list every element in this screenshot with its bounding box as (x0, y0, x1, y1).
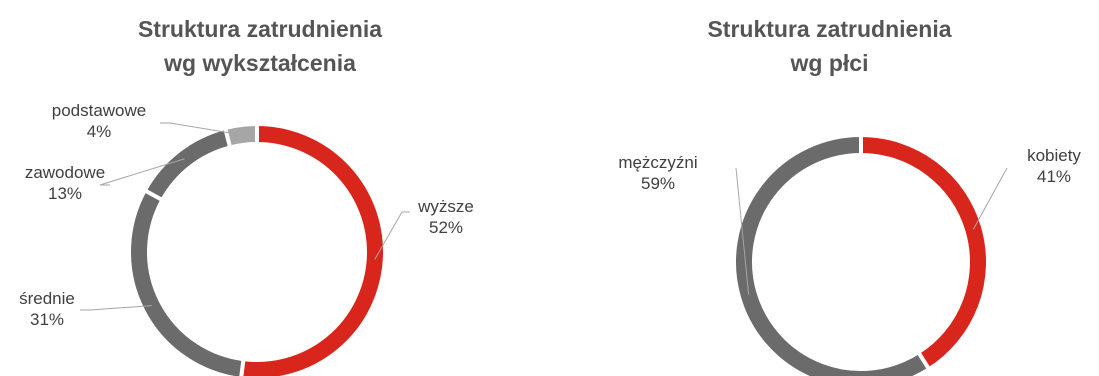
chart-title: Struktura zatrudnienia wg wykształcenia (0, 12, 520, 80)
slice-label-zawodowe: zawodowe (25, 163, 105, 182)
chart-title-line-1: Struktura zatrudnienia (707, 16, 952, 42)
education-donut-svg: wyższe 52% średnie 31% zawodowe 13% podstawowe… (19, 101, 474, 376)
slice-podstawowe (222, 121, 259, 150)
chart-title-line-2: wg wykształcenia (164, 50, 356, 76)
gender-donut-svg: kobiety 41% mężczyźni 59% (618, 132, 1081, 376)
education-donut-chart: Struktura zatrudnienia wg wykształcenia … (0, 0, 520, 376)
leader-line-kobiety (972, 167, 1008, 230)
leader-line-podstawowe (160, 122, 243, 136)
slice-kobiety (859, 132, 990, 372)
chart-title-line-1: Struktura zatrudnienia (137, 16, 383, 42)
leader-line-zawodowe (99, 158, 185, 186)
slice-zawodowe (142, 125, 233, 203)
slice-srednie (127, 187, 246, 376)
slice-value-kobiety: 41% (1037, 167, 1071, 186)
chart-title-line-2: wg płci (790, 50, 869, 76)
slice-value-mezczyzni: 59% (641, 174, 675, 193)
slice-value-wyzsze: 52% (429, 218, 463, 237)
chart-title: Struktura zatrudnienia wg płci (560, 12, 1099, 80)
leader-line-mezczyzni (735, 167, 750, 295)
slice-value-srednie: 31% (30, 310, 64, 329)
slice-label-podstawowe: podstawowe (52, 101, 147, 120)
slice-label-wyzsze: wyższe (417, 197, 474, 216)
gender-donut-chart: Struktura zatrudnienia wg płci kobiety 41… (560, 0, 1099, 376)
slice-value-podstawowe: 4% (87, 122, 112, 141)
slice-label-srednie: średnie (19, 289, 75, 308)
slice-label-mezczyzni: mężczyźni (618, 153, 697, 172)
leader-line-wyzsze (374, 211, 410, 260)
slice-mezczyzni (732, 132, 932, 376)
slice-wyzsze (239, 121, 387, 376)
slice-value-zawodowe: 13% (48, 184, 82, 203)
slice-label-kobiety: kobiety (1027, 146, 1081, 165)
leader-line-srednie (80, 305, 152, 311)
